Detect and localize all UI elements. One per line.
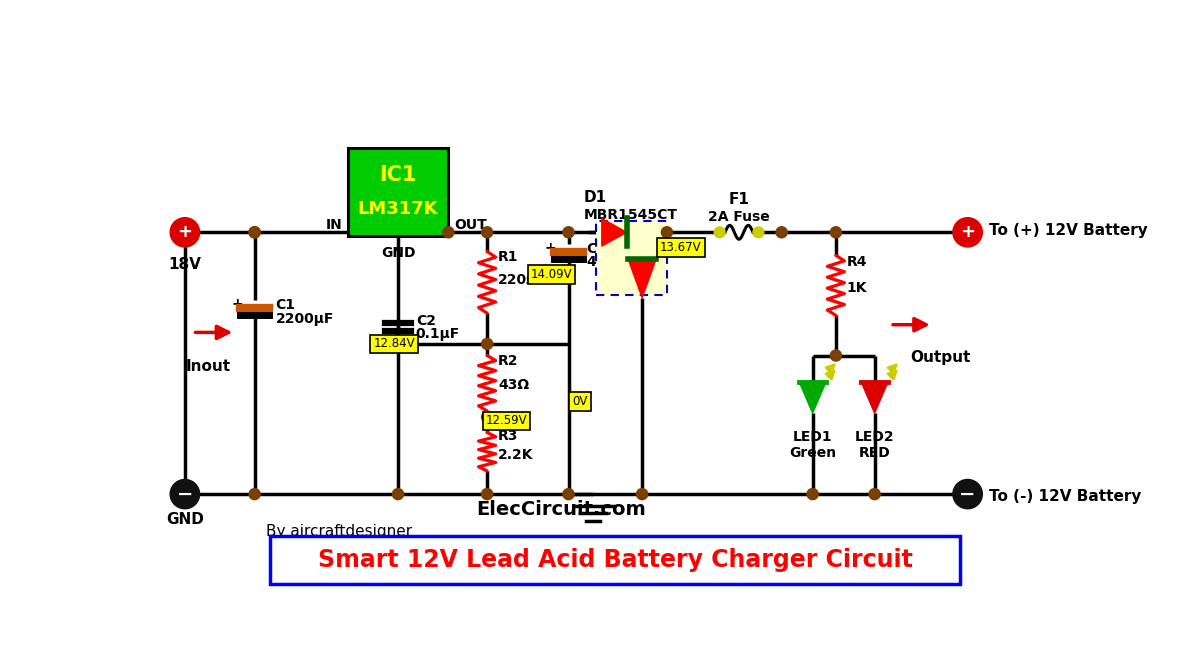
Text: IN: IN [325, 217, 342, 231]
Polygon shape [628, 259, 656, 298]
Circle shape [953, 217, 983, 247]
Text: To (+) 12V Battery: To (+) 12V Battery [989, 223, 1147, 237]
Text: −: − [176, 484, 193, 503]
Bar [348, 148, 449, 236]
Text: LED1: LED1 [793, 430, 833, 444]
Text: R1: R1 [498, 250, 518, 264]
Text: MBR1545CT: MBR1545CT [584, 208, 678, 222]
Text: IC1: IC1 [379, 165, 416, 185]
Text: Inout: Inout [186, 358, 230, 374]
Text: GND: GND [380, 246, 415, 260]
Text: ElecCircuit.com: ElecCircuit.com [476, 500, 646, 519]
Text: Output: Output [911, 350, 971, 365]
Circle shape [250, 227, 260, 238]
Text: LM317K: LM317K [358, 200, 438, 218]
Circle shape [443, 227, 454, 238]
Circle shape [714, 227, 725, 238]
Text: C3: C3 [587, 243, 606, 256]
Text: F1: F1 [728, 192, 750, 208]
Text: −: − [960, 484, 976, 503]
Circle shape [953, 480, 983, 509]
Text: GND: GND [166, 512, 204, 527]
Text: 18V: 18V [168, 257, 202, 272]
Text: 0.1μF: 0.1μF [416, 327, 460, 341]
Circle shape [636, 488, 648, 500]
Text: R4: R4 [847, 254, 868, 269]
Text: 12.84V: 12.84V [373, 337, 415, 351]
Circle shape [481, 412, 493, 422]
Text: To (-) 12V Battery: To (-) 12V Battery [989, 489, 1141, 504]
Text: 47μF: 47μF [587, 255, 625, 270]
Text: C2: C2 [416, 314, 436, 328]
Text: Green: Green [790, 445, 836, 459]
Text: D1: D1 [584, 190, 607, 205]
Text: R2: R2 [498, 354, 518, 368]
Text: LED2: LED2 [854, 430, 894, 444]
Text: 0V: 0V [572, 395, 588, 408]
Text: Smart 12V Lead Acid Battery Charger Circuit: Smart 12V Lead Acid Battery Charger Circ… [318, 548, 912, 572]
Text: 1K: 1K [847, 281, 868, 295]
Text: 12.59V: 12.59V [486, 415, 527, 428]
Circle shape [869, 488, 881, 500]
Polygon shape [799, 382, 826, 413]
Bar [595, 221, 667, 295]
Text: +: + [960, 223, 976, 241]
Circle shape [392, 339, 403, 349]
Polygon shape [602, 218, 626, 246]
Circle shape [563, 488, 574, 500]
FancyBboxPatch shape [270, 536, 960, 584]
Circle shape [563, 227, 574, 238]
Circle shape [170, 217, 199, 247]
Circle shape [481, 339, 493, 349]
Text: 14.09V: 14.09V [530, 268, 572, 281]
Text: RED: RED [859, 445, 890, 459]
Text: OUT: OUT [454, 217, 486, 231]
Circle shape [776, 227, 787, 238]
Text: 43Ω: 43Ω [498, 378, 529, 391]
Text: +: + [178, 223, 192, 241]
Circle shape [481, 227, 493, 238]
Circle shape [250, 227, 260, 238]
Circle shape [830, 350, 841, 361]
Circle shape [392, 488, 403, 500]
Text: 2200μF: 2200μF [276, 312, 334, 326]
Polygon shape [862, 382, 888, 413]
Circle shape [752, 227, 763, 238]
Circle shape [170, 480, 199, 509]
Text: C1: C1 [276, 299, 295, 312]
Circle shape [661, 227, 672, 238]
Circle shape [250, 488, 260, 500]
Text: 220Ω: 220Ω [498, 273, 539, 287]
Text: By aircraftdesigner: By aircraftdesigner [266, 523, 413, 538]
Text: +: + [232, 297, 244, 311]
Circle shape [808, 488, 818, 500]
Text: 2A Fuse: 2A Fuse [708, 210, 770, 224]
Text: +: + [545, 241, 557, 255]
Text: 2.2K: 2.2K [498, 448, 534, 462]
Text: 13.67V: 13.67V [660, 241, 702, 254]
Circle shape [481, 488, 493, 500]
Circle shape [830, 227, 841, 238]
Text: R3: R3 [498, 430, 518, 444]
